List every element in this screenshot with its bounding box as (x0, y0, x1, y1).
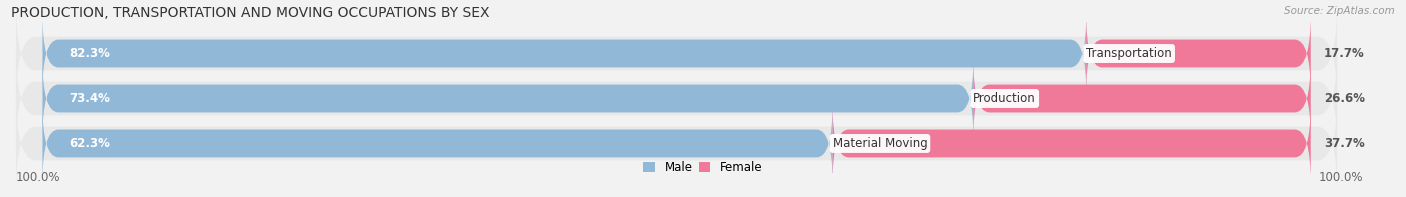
Text: 100.0%: 100.0% (1319, 171, 1364, 184)
Text: 100.0%: 100.0% (15, 171, 60, 184)
FancyBboxPatch shape (42, 13, 1087, 94)
Text: 82.3%: 82.3% (69, 47, 110, 60)
Text: Material Moving: Material Moving (832, 137, 928, 150)
Text: Transportation: Transportation (1087, 47, 1173, 60)
FancyBboxPatch shape (42, 103, 832, 184)
Text: Production: Production (973, 92, 1036, 105)
Text: 73.4%: 73.4% (69, 92, 110, 105)
Text: 62.3%: 62.3% (69, 137, 110, 150)
Legend: Male, Female: Male, Female (638, 156, 768, 179)
FancyBboxPatch shape (973, 59, 1310, 138)
FancyBboxPatch shape (42, 59, 973, 138)
FancyBboxPatch shape (832, 103, 1310, 184)
FancyBboxPatch shape (15, 93, 1337, 194)
FancyBboxPatch shape (15, 3, 1337, 104)
FancyBboxPatch shape (1087, 13, 1310, 94)
Text: 37.7%: 37.7% (1324, 137, 1365, 150)
Text: Source: ZipAtlas.com: Source: ZipAtlas.com (1284, 6, 1395, 16)
Text: 17.7%: 17.7% (1324, 47, 1365, 60)
Text: 26.6%: 26.6% (1324, 92, 1365, 105)
FancyBboxPatch shape (15, 48, 1337, 149)
Text: PRODUCTION, TRANSPORTATION AND MOVING OCCUPATIONS BY SEX: PRODUCTION, TRANSPORTATION AND MOVING OC… (11, 6, 489, 20)
